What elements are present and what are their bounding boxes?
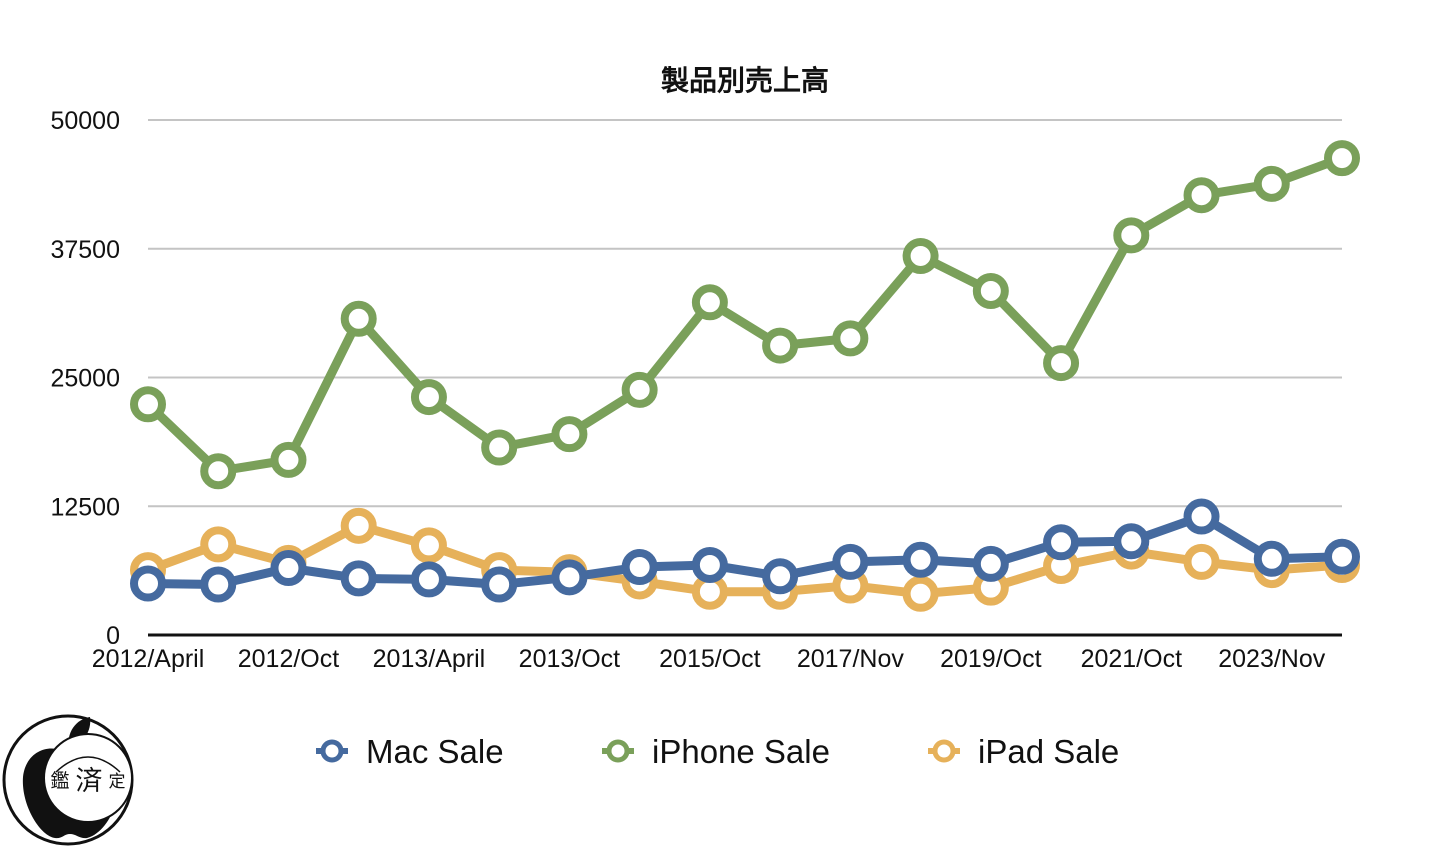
stamp-circle [43,733,133,823]
data-point [1253,540,1290,577]
series-iphone-sale [130,140,1360,490]
x-tick-label: 2023/Nov [1218,645,1326,673]
watermark-char-2: 済 [76,766,103,797]
data-point [762,327,799,364]
y-tick-label: 50000 [50,107,120,135]
data-point [340,507,377,544]
series-line [143,521,1347,599]
data-point [130,386,166,423]
data-point [551,559,588,596]
data-point [1113,217,1150,254]
x-tick-label: 2012/April [92,645,205,673]
series-group [130,140,1360,612]
data-point [972,272,1009,309]
y-axis: 0 12500 25000 37500 50000 [50,107,1342,650]
data-point [340,300,377,337]
data-point [972,545,1009,582]
data-point [902,541,939,578]
data-point [270,550,307,587]
apple-logo-icon: 鑑 済 定 [2,714,134,846]
legend-item-iphone-sale: iPhone Sale [602,733,830,770]
x-tick-label: 2012/Oct [238,645,340,673]
y-tick-label: 25000 [50,365,120,393]
data-point [1183,543,1220,580]
data-point [832,320,869,357]
data-point [481,566,518,603]
y-tick-label: 12500 [50,493,120,521]
x-tick-label: 2017/Nov [797,645,905,673]
legend-label: Mac Sale [366,733,504,770]
y-tick-label: 0 [106,622,120,650]
data-point [832,543,869,580]
data-point [1183,177,1220,214]
data-point [481,429,518,466]
series-mac-sale [130,498,1360,603]
data-point [1183,498,1220,535]
x-tick-label: 2015/Oct [659,645,761,673]
series-line [143,153,1347,476]
data-point [130,565,166,602]
data-point [691,284,728,321]
series-line [143,512,1347,589]
x-tick-label: 2013/April [373,645,486,673]
data-point [621,371,658,408]
data-point [200,526,237,563]
legend: Mac Sale iPhone Sale iPad Sale [316,733,1119,770]
data-point [762,558,799,595]
data-point [1113,523,1150,560]
data-point [1043,345,1080,382]
data-point [410,561,447,598]
legend-point-marker [320,739,344,763]
x-tick-label: 2019/Oct [940,645,1042,673]
data-point [270,441,307,478]
data-point [1043,524,1080,561]
x-tick-label: 2013/Oct [519,645,621,673]
legend-label: iPad Sale [978,733,1119,770]
legend-item-ipad-sale: iPad Sale [928,733,1119,770]
data-point [1324,140,1360,177]
data-point [902,575,939,612]
data-point [410,527,447,564]
watermark-char-3: 定 [109,772,126,792]
data-point [902,237,939,274]
legend-point-marker [606,739,630,763]
data-point [410,379,447,416]
legend-label: iPhone Sale [652,733,830,770]
watermark-char-1: 鑑 [50,770,69,792]
x-tick-label: 2021/Oct [1081,645,1183,673]
data-point [200,566,237,603]
data-point [340,560,377,597]
data-point [621,549,658,586]
grid-lines [148,119,1342,508]
data-point [1324,538,1360,575]
data-point [200,453,237,490]
y-tick-label: 37500 [50,236,120,264]
data-point [1253,165,1290,202]
legend-point-marker [932,739,956,763]
stamp-arch [55,756,121,773]
chart-title: 製品別売上高 [661,64,829,97]
data-point [551,416,588,453]
legend-item-mac-sale: Mac Sale [316,733,504,770]
data-point [691,546,728,583]
x-axis: 2012/April 2012/Oct 2013/April 2013/Oct 2015… [92,645,1326,673]
